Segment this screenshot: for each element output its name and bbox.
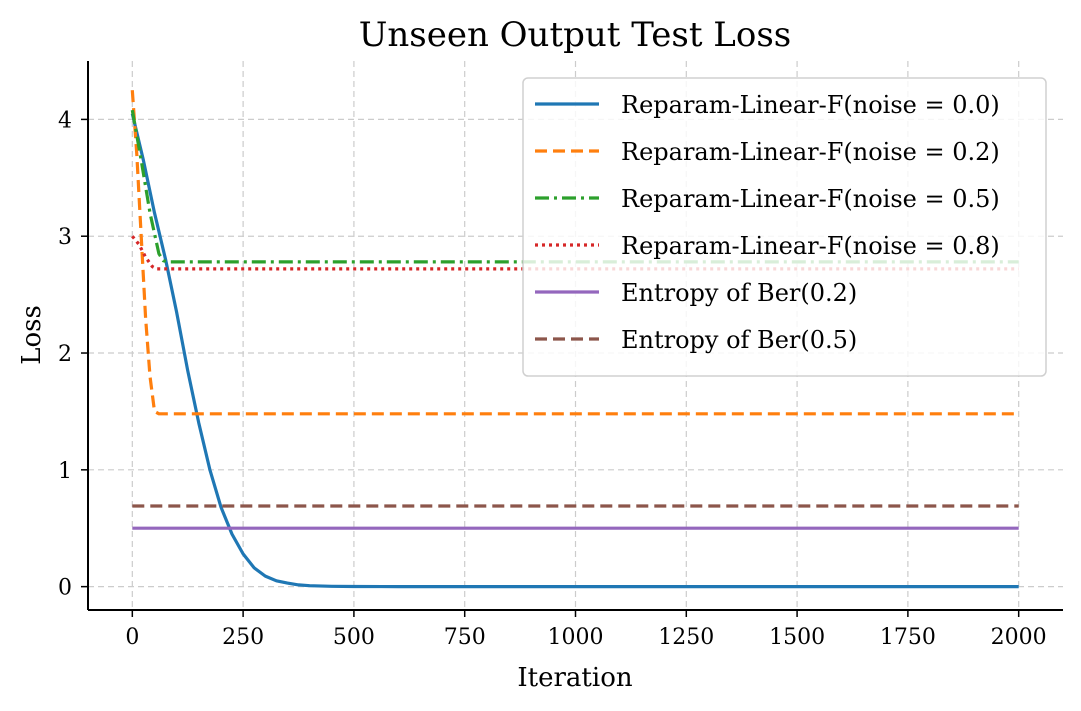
- x-tick-label: 750: [444, 625, 486, 650]
- chart-title: Unseen Output Test Loss: [359, 15, 792, 55]
- x-tick-label: 1250: [658, 625, 714, 650]
- series-line-2: [130, 90, 1019, 416]
- x-tick-label: 1750: [880, 625, 936, 650]
- y-tick-label: 0: [58, 576, 72, 601]
- legend-label: Reparam-Linear-F(noise = 0.5): [621, 185, 1000, 213]
- y-tick-label: 3: [58, 225, 72, 250]
- x-tick-label: 500: [333, 625, 375, 650]
- y-tick-label: 2: [58, 342, 72, 367]
- x-tick-label: 2000: [991, 625, 1047, 650]
- x-tick-label: 1500: [769, 625, 825, 650]
- x-ticks: 0 250 500 750 1000 1250 1500 1750 2000: [125, 610, 1047, 650]
- y-ticks: 0 1 2 3 4: [58, 108, 88, 601]
- y-axis-label: Loss: [17, 305, 47, 365]
- legend-label: Reparam-Linear-F(noise = 0.2): [621, 138, 1000, 166]
- legend-label: Reparam-Linear-F(noise = 0.0): [621, 91, 1000, 119]
- legend-label: Reparam-Linear-F(noise = 0.8): [621, 232, 1000, 260]
- legend: Reparam-Linear-F(noise = 0.0) Reparam-Lin…: [522, 77, 1047, 377]
- y-tick-label: 1: [58, 459, 72, 484]
- y-tick-label: 4: [58, 108, 72, 133]
- legend-label: Entropy of Ber(0.5): [621, 326, 857, 354]
- legend-label: Entropy of Ber(0.2): [621, 279, 857, 307]
- x-tick-label: 1000: [548, 625, 604, 650]
- x-tick-label: 250: [222, 625, 264, 650]
- x-axis-label: Iteration: [517, 663, 632, 693]
- series-line-1: [130, 113, 1019, 589]
- x-tick-label: 0: [125, 625, 139, 650]
- legend-frame: [522, 77, 1047, 377]
